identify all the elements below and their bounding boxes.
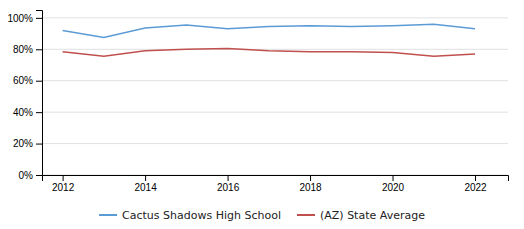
tick-label: 2018 [299,182,322,193]
tick-mark [475,175,476,181]
grid [42,18,508,175]
grid-line [42,17,508,18]
tick: 40% [13,107,42,118]
tick: 2020 [382,175,405,193]
grid-line [42,49,508,50]
tick-mark [310,175,311,181]
tick-label: 2016 [217,182,240,193]
tick-label: 20% [13,138,33,149]
series-line [63,24,475,37]
tick-mark [63,175,64,181]
tick: 2014 [134,175,157,193]
tick-label: 2012 [52,182,75,193]
tick-label: 40% [13,107,33,118]
y-axis: 0% 20% 40% 60% 80% 100% [7,11,42,181]
tick-mark [36,81,42,82]
plot-area [63,24,475,56]
tick: 2018 [299,175,322,193]
tick-mark [145,175,146,181]
legend-label: Cactus Shadows High School [122,209,281,222]
tick-mark [36,144,42,145]
axis-line [36,11,43,176]
chart: 2012 2014 2016 2018 2020 2022 0% 20% 40% 60% 80% 10… [0,0,524,229]
tick: 80% [13,44,42,55]
legend-swatch [99,214,117,216]
tick: 2016 [217,175,240,193]
legend-label: (AZ) State Average [320,209,425,222]
tick-label: 2014 [134,182,157,193]
axis-line [43,176,509,182]
tick-label: 100% [7,13,33,24]
tick-label: 80% [13,44,33,55]
grid-line [42,143,508,144]
series-line [63,49,475,57]
tick-mark [36,175,42,176]
legend-swatch [297,214,315,216]
legend: Cactus Shadows High School (AZ) State Ave… [99,209,425,222]
tick: 2012 [52,175,75,193]
tick: 0% [19,170,42,181]
tick-mark [36,49,42,50]
tick-label: 60% [13,75,33,86]
tick: 60% [13,75,42,86]
grid-line [42,80,508,81]
x-axis: 2012 2014 2016 2018 2020 2022 [43,175,509,193]
tick-label: 0% [19,170,34,181]
tick: 100% [7,13,42,24]
tick: 20% [13,138,42,149]
legend-item: Cactus Shadows High School [99,209,281,222]
grid-line [42,112,508,113]
tick-label: 2020 [382,182,405,193]
tick-label: 2022 [464,182,487,193]
tick-mark [228,175,229,181]
tick-mark [36,18,42,19]
tick: 2022 [464,175,487,193]
legend-item: (AZ) State Average [297,209,425,222]
tick-mark [393,175,394,181]
tick-mark [36,112,42,113]
chart-container: 2012 2014 2016 2018 2020 2022 0% 20% 40% 60% 80% 10… [0,0,524,229]
